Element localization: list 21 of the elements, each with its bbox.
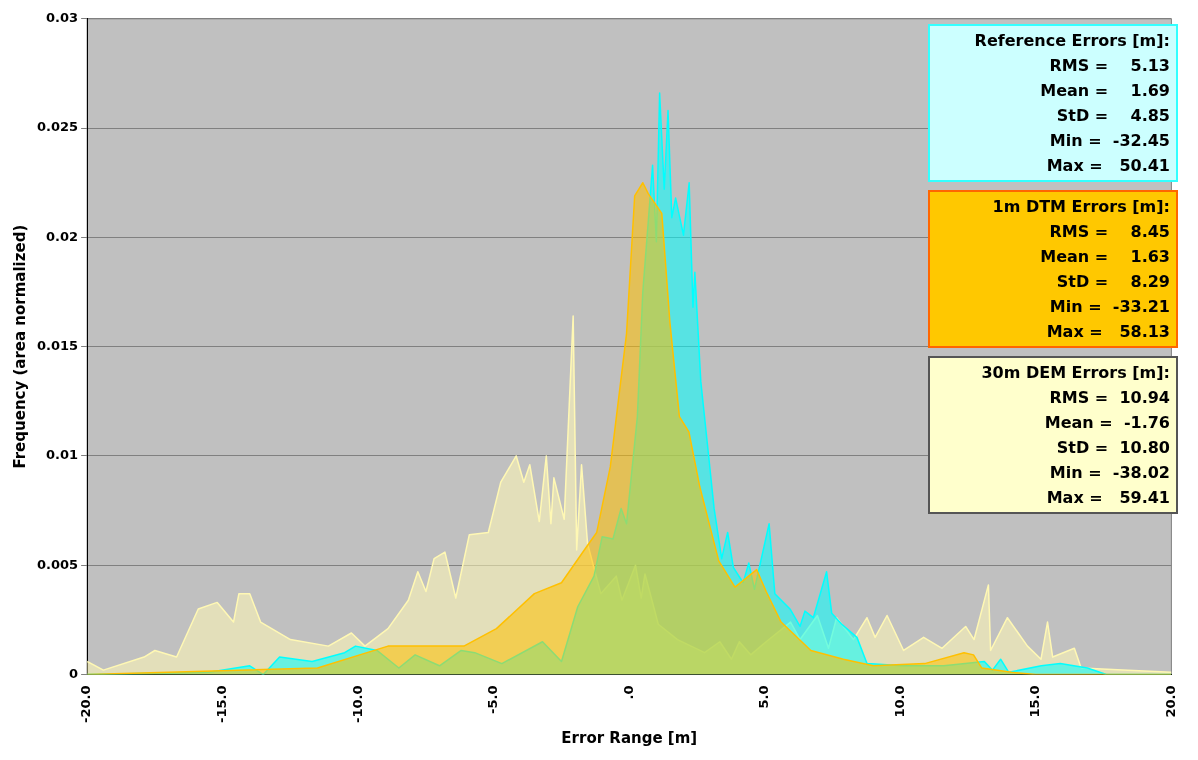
x-tick-label: -20.0 [78, 685, 94, 724]
x-tick-label: 5.0 [756, 685, 772, 709]
x-tick-label: .0 [620, 685, 636, 700]
y-tick-label: 0.025 [37, 119, 79, 135]
x-tick-label: 10.0 [891, 685, 907, 718]
y-tick-label: 0.03 [46, 10, 79, 26]
x-axis-title: Error Range [m] [561, 728, 698, 747]
stats-box: 30m DEM Errors [m]: RMS = 10.94 Mean = -1.76 StD = 10.80 Min = -38.02 Max = 59.41 [928, 356, 1178, 514]
x-tick-label: -5.0 [485, 685, 501, 714]
stats-box: Reference Errors [m]: RMS = 5.13 Mean = 1.69 StD = 4.85 Min = -32.45 Max = 50.41 [928, 24, 1178, 182]
y-tick-label: 0.015 [37, 338, 79, 354]
y-tick-label: 0 [69, 665, 79, 681]
x-tick-label: 15.0 [1027, 685, 1043, 718]
y-axis-title: Frequency (area normalized) [10, 224, 29, 469]
x-tick-label: 20.0 [1162, 685, 1178, 718]
y-tick-label: 0.005 [37, 556, 79, 572]
stats-box: 1m DTM Errors [m]: RMS = 8.45 Mean = 1.63 StD = 8.29 Min = -33.21 Max = 58.13 [928, 190, 1178, 348]
y-tick-label: 0.02 [46, 228, 79, 244]
y-tick-label: 0.01 [46, 447, 79, 463]
x-tick-label: -10.0 [349, 685, 365, 724]
x-tick-label: -15.0 [214, 685, 230, 724]
